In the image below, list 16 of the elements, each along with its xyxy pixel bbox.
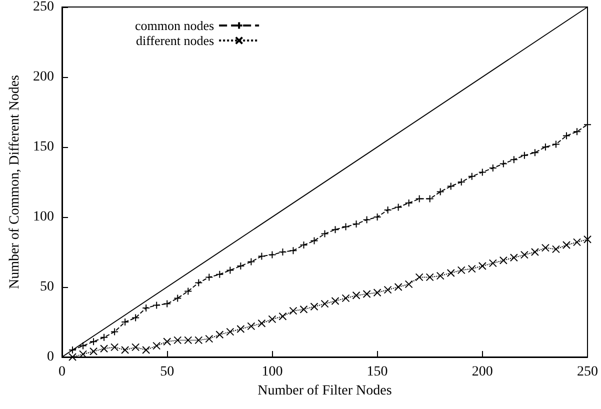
y-tick-label: 50 xyxy=(40,280,54,294)
y-tick-label: 150 xyxy=(33,140,54,154)
y-tick-label: 250 xyxy=(33,0,54,14)
x-tick-label: 150 xyxy=(366,364,388,380)
x-tick-label: 100 xyxy=(262,364,283,380)
legend-label: different nodes xyxy=(136,33,214,48)
y-tick-label: 0 xyxy=(47,350,54,364)
y-tick-label: 100 xyxy=(33,210,54,224)
y-axis-title: Number of Common, Different Nodes xyxy=(8,75,22,289)
x-tick-label: 250 xyxy=(577,364,598,380)
y-tick-label: 200 xyxy=(33,70,54,84)
x-tick-label: 50 xyxy=(160,364,174,380)
x-tick-label: 0 xyxy=(58,364,66,380)
x-axis-title: Number of Filter Nodes xyxy=(258,383,392,398)
x-tick-label: 200 xyxy=(472,364,493,380)
legend-label: common nodes xyxy=(134,18,214,33)
